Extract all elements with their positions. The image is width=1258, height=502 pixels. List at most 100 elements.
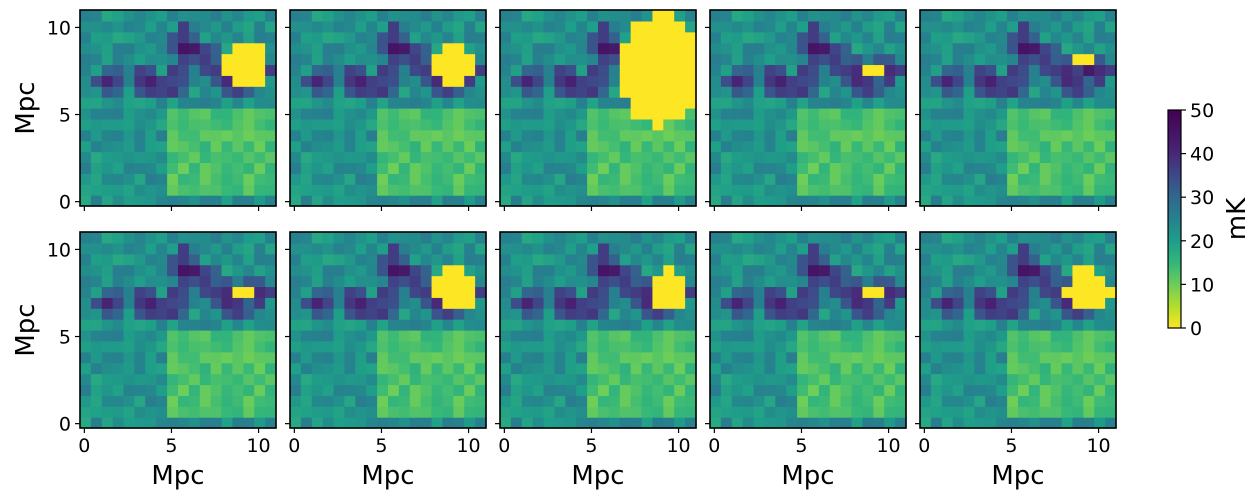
heatmap-cell bbox=[851, 406, 864, 418]
heatmap-cell bbox=[453, 195, 465, 207]
heatmap-cell bbox=[1061, 86, 1074, 98]
heatmap-cell bbox=[199, 264, 212, 277]
heatmap-cell bbox=[344, 118, 356, 131]
heatmap-cell bbox=[808, 242, 820, 255]
heatmap-cell bbox=[851, 417, 864, 429]
heatmap-cell bbox=[500, 129, 512, 142]
heatmap-cell bbox=[543, 64, 556, 76]
heatmap-cell bbox=[409, 151, 422, 164]
heatmap-cell bbox=[1072, 173, 1084, 185]
heatmap-cell bbox=[475, 42, 487, 55]
heatmap-cell bbox=[188, 64, 201, 76]
heatmap-cell bbox=[895, 275, 907, 288]
heatmap-cell bbox=[510, 340, 523, 353]
heatmap-cell bbox=[1018, 286, 1030, 298]
heatmap-cell bbox=[388, 297, 400, 309]
heatmap-cell bbox=[753, 53, 766, 66]
heatmap-cell bbox=[786, 64, 798, 76]
colorbar-segment bbox=[1168, 204, 1181, 207]
heatmap-cell bbox=[355, 151, 367, 164]
heatmap-cell bbox=[652, 75, 664, 87]
colorbar-segment bbox=[1168, 149, 1181, 153]
heatmap-cell bbox=[1050, 195, 1063, 207]
heatmap-cell bbox=[674, 264, 686, 277]
heatmap-cell bbox=[464, 108, 476, 120]
heatmap-cell bbox=[344, 351, 356, 364]
heatmap-cell bbox=[112, 286, 125, 298]
heatmap-cell bbox=[178, 319, 190, 331]
heatmap-cell bbox=[453, 31, 465, 44]
heatmap-cell bbox=[974, 86, 986, 98]
heatmap-cell bbox=[1028, 417, 1041, 429]
heatmap-cell bbox=[377, 340, 389, 353]
heatmap-cell bbox=[333, 129, 346, 142]
heatmap-cell bbox=[221, 97, 234, 109]
heatmap-cell bbox=[145, 151, 157, 164]
heatmap-cell bbox=[500, 308, 512, 320]
heatmap-cell bbox=[80, 195, 92, 207]
heatmap-cell bbox=[884, 64, 896, 76]
heatmap-cell bbox=[431, 151, 444, 164]
heatmap-cell bbox=[565, 10, 577, 22]
heatmap-cell bbox=[1083, 118, 1095, 131]
colorbar-segment bbox=[1168, 311, 1181, 315]
heatmap-cell bbox=[311, 97, 324, 109]
heatmap-cell bbox=[377, 195, 389, 207]
heatmap-cell bbox=[996, 140, 1008, 153]
heatmap-cell bbox=[941, 20, 954, 33]
heatmap-cell bbox=[641, 162, 654, 174]
heatmap-cell bbox=[123, 330, 136, 342]
heatmap-cell bbox=[840, 406, 853, 418]
heatmap-cell bbox=[123, 351, 136, 364]
heatmap-cell bbox=[221, 242, 234, 255]
heatmap-cell bbox=[290, 319, 302, 331]
heatmap-cell bbox=[710, 242, 722, 255]
heatmap-cell bbox=[254, 42, 266, 55]
heatmap-cell bbox=[952, 308, 965, 320]
heatmap-cell bbox=[753, 86, 766, 98]
heatmap-cell bbox=[685, 53, 697, 66]
heatmap-cell bbox=[475, 31, 487, 44]
heatmap-cell bbox=[409, 184, 422, 196]
heatmap-cell bbox=[188, 330, 201, 342]
heatmap-cell bbox=[587, 330, 599, 342]
heatmap-cell bbox=[930, 31, 943, 44]
heatmap-cell bbox=[199, 362, 212, 375]
heatmap-cell bbox=[895, 184, 907, 196]
heatmap-cell bbox=[80, 75, 92, 87]
heatmap-cell bbox=[720, 373, 733, 386]
heatmap-cell bbox=[221, 108, 234, 120]
heatmap-cell bbox=[576, 195, 588, 207]
heatmap-cell bbox=[178, 195, 190, 207]
heatmap-cell bbox=[554, 64, 566, 76]
colorbar-tick-label: 40 bbox=[1190, 144, 1214, 166]
heatmap-cell bbox=[322, 151, 335, 164]
heatmap-cell bbox=[453, 162, 465, 174]
heatmap-cell bbox=[652, 319, 664, 331]
heatmap-cell bbox=[829, 75, 842, 87]
heatmap-cell bbox=[188, 417, 201, 429]
heatmap-cell bbox=[663, 417, 675, 429]
heatmap-cell bbox=[674, 140, 686, 153]
heatmap-cell bbox=[797, 129, 809, 142]
heatmap-cell bbox=[818, 129, 831, 142]
heatmap-cell bbox=[884, 319, 896, 331]
heatmap-cell bbox=[764, 31, 776, 44]
heatmap-cell bbox=[619, 297, 632, 309]
heatmap-cell bbox=[840, 42, 853, 55]
heatmap-cell bbox=[840, 64, 853, 76]
heatmap-cell bbox=[290, 242, 302, 255]
heatmap-cell bbox=[112, 86, 125, 98]
heatmap-cell bbox=[1007, 195, 1019, 207]
heatmap-cell bbox=[829, 275, 842, 288]
heatmap-cell bbox=[475, 286, 487, 298]
heatmap-cell bbox=[1007, 264, 1019, 277]
heatmap-cell bbox=[920, 253, 932, 266]
heatmap-cell bbox=[742, 151, 755, 164]
heatmap-cell bbox=[290, 264, 302, 277]
heatmap-cell bbox=[710, 20, 722, 33]
heatmap-cell bbox=[565, 242, 577, 255]
heatmap-cell bbox=[641, 308, 654, 320]
heatmap-cell bbox=[742, 308, 755, 320]
heatmap-cell bbox=[576, 10, 588, 22]
